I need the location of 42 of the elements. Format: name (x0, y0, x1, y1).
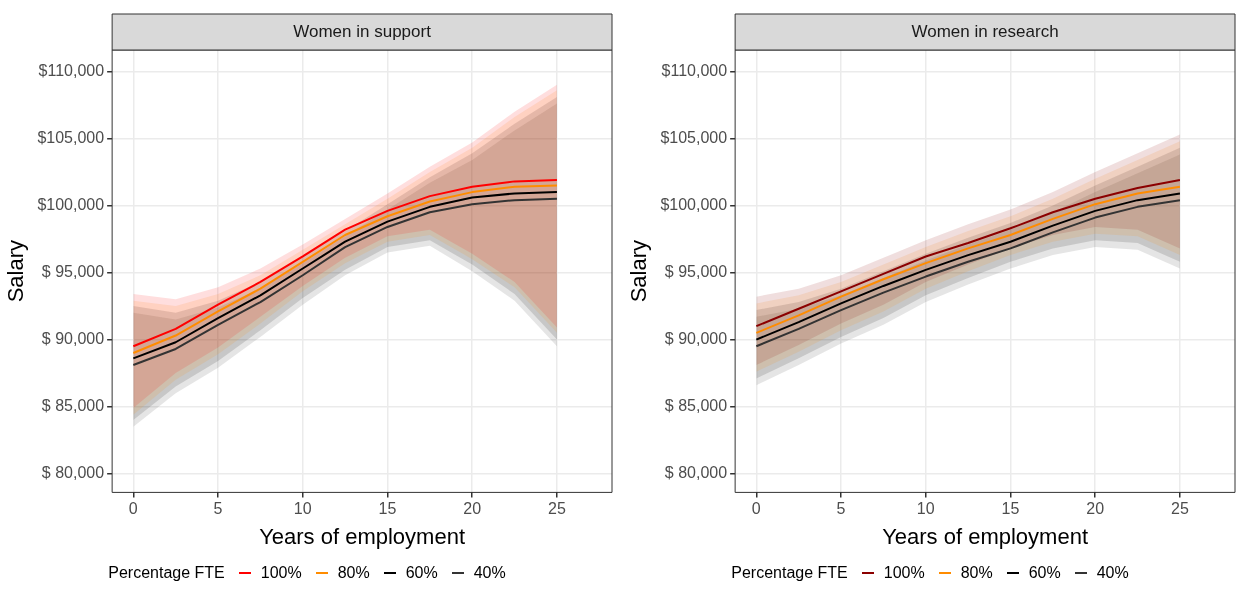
legend-label: 100% (260, 564, 302, 582)
x-tick-label: 25 (548, 500, 566, 518)
legend-label: 80% (337, 564, 370, 582)
y-tick-label: $105,000 (660, 128, 728, 146)
chart-title: Women in support (293, 21, 432, 41)
x-tick-label: 0 (128, 500, 138, 518)
legend-title: Percentage FTE (108, 564, 225, 582)
y-axis-title: Salary (626, 240, 652, 303)
y-tick-label: $ 80,000 (41, 464, 105, 482)
x-tick-label: 5 (213, 500, 223, 518)
x-tick-label: 15 (1001, 500, 1020, 518)
y-tick-label: $ 95,000 (664, 262, 728, 280)
x-axis-title: Years of employment (882, 523, 1088, 549)
x-tick-label: 15 (378, 500, 397, 518)
x-tick-label: 20 (463, 500, 482, 518)
chart-title: Women in research (911, 21, 1059, 41)
x-tick-label: 20 (1086, 500, 1105, 518)
y-tick-label: $ 90,000 (664, 329, 728, 347)
y-tick-label: $105,000 (37, 128, 105, 146)
x-axis-title: Years of employment (259, 523, 465, 549)
legend-label: 100% (883, 564, 925, 582)
x-tick-label: 0 (751, 500, 761, 518)
y-tick-label: $ 85,000 (41, 397, 105, 415)
y-tick-label: $ 90,000 (41, 329, 105, 347)
legend-label: 40% (1096, 564, 1129, 582)
legend-label: 60% (1028, 564, 1061, 582)
x-tick-label: 25 (1171, 500, 1189, 518)
y-tick-label: $100,000 (37, 195, 105, 213)
legend-label: 40% (473, 564, 506, 582)
y-tick-label: $ 85,000 (664, 397, 728, 415)
x-tick-label: 10 (293, 500, 312, 518)
x-tick-label: 10 (916, 500, 935, 518)
legend-label: 60% (405, 564, 438, 582)
y-tick-label: $ 80,000 (664, 464, 728, 482)
y-axis-title: Salary (3, 240, 29, 303)
y-tick-label: $ 95,000 (41, 262, 105, 280)
y-tick-label: $100,000 (660, 195, 728, 213)
y-tick-label: $110,000 (661, 61, 728, 79)
x-tick-label: 5 (836, 500, 846, 518)
legend-label: 80% (960, 564, 993, 582)
legend-title: Percentage FTE (731, 564, 848, 582)
y-tick-label: $110,000 (38, 61, 105, 79)
